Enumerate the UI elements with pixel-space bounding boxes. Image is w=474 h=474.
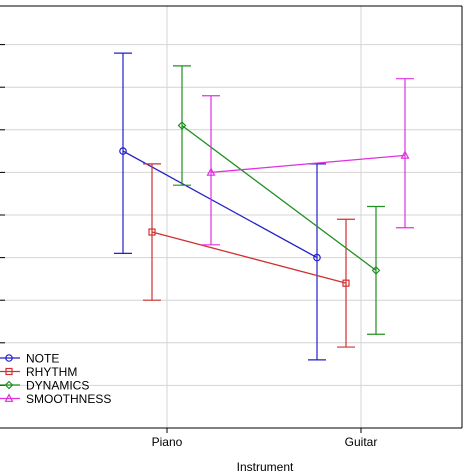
x-tick-labels: Piano Guitar xyxy=(152,435,378,449)
series-layer xyxy=(114,52,414,361)
series-smoothness xyxy=(202,78,414,246)
series-dynamics xyxy=(173,65,385,335)
marker-diamond xyxy=(371,266,381,275)
legend-label: DYNAMICS xyxy=(26,379,89,393)
series-note xyxy=(114,52,326,361)
series-line xyxy=(122,150,318,259)
marker-circle xyxy=(119,147,127,155)
marker-circle xyxy=(5,354,13,362)
legend-label: NOTE xyxy=(26,352,59,366)
grid-lines xyxy=(0,6,462,428)
legend-item-smoothness: SMOOTHNESS xyxy=(0,392,111,406)
axes xyxy=(0,5,463,433)
x-tick-label: Guitar xyxy=(345,435,378,449)
x-tick-label: Piano xyxy=(152,435,183,449)
marker-triangle xyxy=(206,167,216,176)
marker-triangle xyxy=(4,393,14,402)
series-rhythm xyxy=(143,163,355,348)
series-line xyxy=(210,154,406,174)
marker-square xyxy=(342,279,350,287)
marker-triangle xyxy=(400,150,410,159)
legend-item-rhythm: RHYTHM xyxy=(0,365,77,379)
legend-label: RHYTHM xyxy=(26,365,77,379)
marker-circle xyxy=(313,253,321,262)
legend-item-note: NOTE xyxy=(0,352,59,366)
series-line xyxy=(181,125,377,271)
marker-diamond xyxy=(177,121,187,130)
marker-square xyxy=(148,228,156,236)
legend-item-dynamics: DYNAMICS xyxy=(0,379,89,393)
marker-diamond xyxy=(4,380,14,390)
marker-square xyxy=(5,367,13,376)
series-line xyxy=(151,231,347,284)
x-axis-title: Instrument xyxy=(237,460,294,474)
legend-label: SMOOTHNESS xyxy=(26,392,111,406)
